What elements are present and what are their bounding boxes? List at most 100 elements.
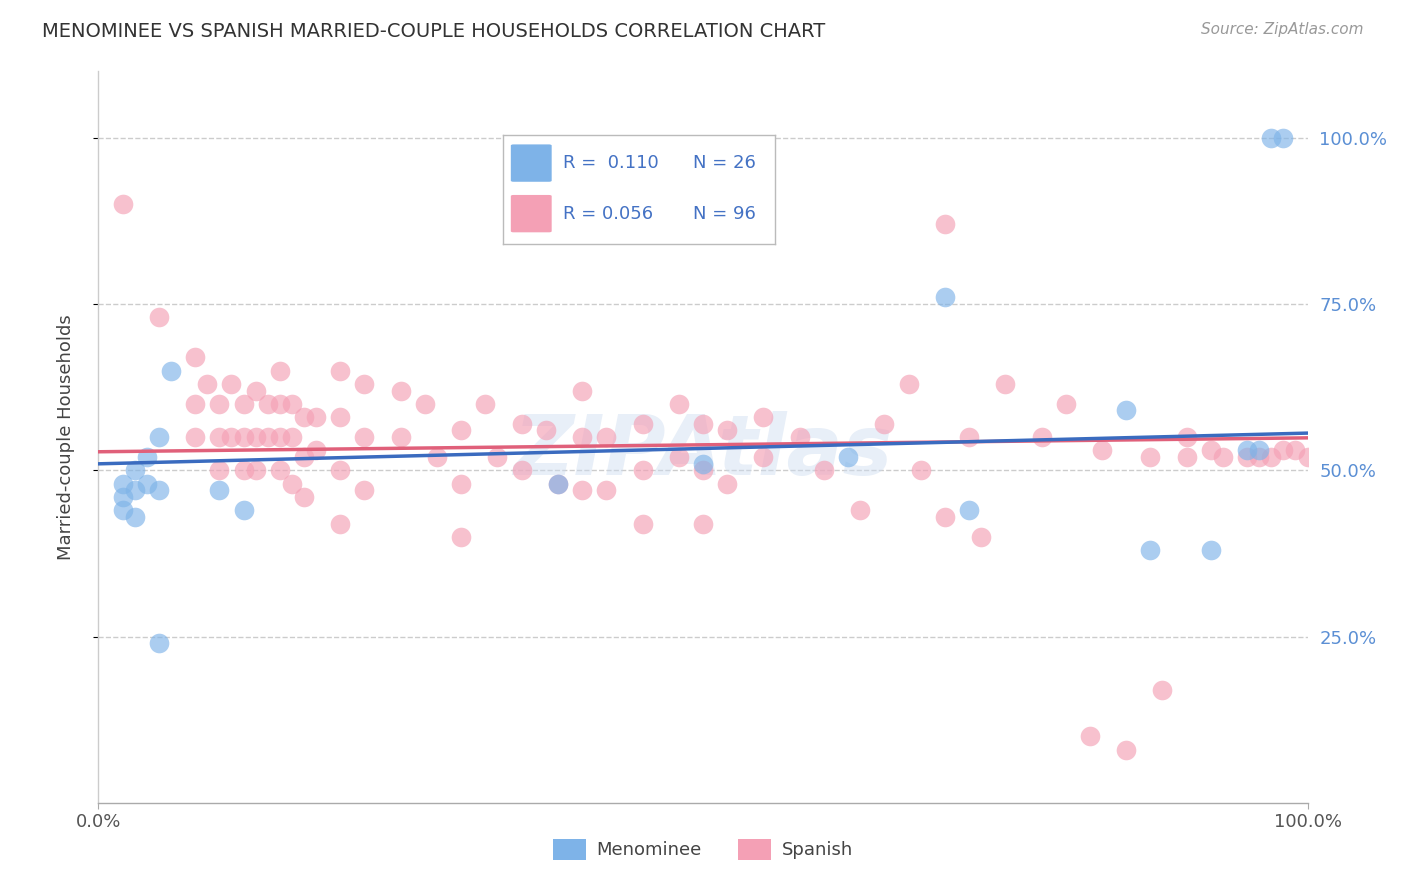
Point (631, 417, 654, 431)
Point (1236, 450, 1258, 464)
Point (353, 376, 375, 391)
Point (692, 417, 714, 431)
Point (195, 376, 218, 391)
Text: N = 96: N = 96 (693, 204, 756, 223)
Point (124, 509, 146, 524)
Point (148, 483, 170, 498)
Point (450, 476, 472, 491)
Point (389, 430, 412, 444)
Point (1260, 450, 1282, 464)
Point (111, 197, 134, 211)
Point (571, 384, 593, 398)
Point (486, 450, 509, 464)
Point (547, 476, 569, 491)
Point (789, 430, 811, 444)
Point (1091, 443, 1114, 458)
Point (692, 516, 714, 531)
Point (595, 483, 617, 498)
Point (329, 363, 352, 377)
Point (1139, 543, 1161, 558)
Point (1260, 131, 1282, 145)
Point (329, 410, 352, 425)
Point (1078, 729, 1101, 743)
Point (124, 483, 146, 498)
Point (849, 503, 872, 517)
Point (124, 463, 146, 477)
Point (111, 476, 134, 491)
Point (1115, 742, 1137, 756)
Point (957, 430, 980, 444)
Point (873, 417, 896, 431)
Point (692, 457, 714, 471)
Point (160, 363, 183, 377)
Point (292, 490, 315, 504)
Point (353, 483, 375, 498)
Point (510, 417, 533, 431)
Point (353, 430, 375, 444)
Point (135, 476, 157, 491)
Point (813, 463, 835, 477)
Point (208, 397, 231, 411)
Point (305, 410, 328, 425)
Point (269, 463, 291, 477)
Point (184, 351, 207, 365)
Point (1236, 443, 1258, 458)
Point (957, 503, 980, 517)
Point (245, 384, 267, 398)
Point (716, 476, 738, 491)
Point (571, 483, 593, 498)
Point (1054, 397, 1077, 411)
Point (534, 424, 557, 438)
Point (752, 410, 775, 425)
Point (292, 410, 315, 425)
Point (135, 450, 157, 464)
Point (547, 476, 569, 491)
Point (413, 397, 436, 411)
Point (910, 463, 932, 477)
Point (281, 397, 304, 411)
Point (269, 363, 291, 377)
Point (426, 450, 449, 464)
Point (668, 397, 690, 411)
Point (1139, 450, 1161, 464)
Point (232, 397, 254, 411)
Point (934, 217, 956, 231)
Point (994, 376, 1017, 391)
Point (148, 636, 170, 650)
Point (208, 463, 231, 477)
FancyBboxPatch shape (510, 145, 551, 182)
Point (232, 430, 254, 444)
Point (716, 424, 738, 438)
Point (221, 376, 243, 391)
Point (897, 376, 920, 391)
Point (1249, 443, 1271, 458)
Point (1296, 450, 1319, 464)
Text: N = 26: N = 26 (693, 154, 756, 172)
Point (269, 397, 291, 411)
Point (934, 290, 956, 304)
Point (1272, 131, 1295, 145)
Point (329, 516, 352, 531)
Point (184, 397, 207, 411)
Point (970, 530, 993, 544)
Point (232, 503, 254, 517)
Point (1115, 403, 1137, 417)
Point (837, 450, 859, 464)
Text: ZIPAtlas: ZIPAtlas (513, 411, 893, 492)
Point (631, 463, 654, 477)
Point (474, 397, 496, 411)
Point (752, 450, 775, 464)
Point (256, 430, 278, 444)
Point (571, 430, 593, 444)
Point (305, 443, 328, 458)
Point (281, 476, 304, 491)
Point (148, 430, 170, 444)
Point (510, 463, 533, 477)
Point (389, 384, 412, 398)
Point (450, 530, 472, 544)
Point (1199, 543, 1222, 558)
Text: R =  0.110: R = 0.110 (562, 154, 658, 172)
Y-axis label: Married-couple Households: Married-couple Households (56, 314, 75, 560)
Point (281, 430, 304, 444)
Point (208, 483, 231, 498)
